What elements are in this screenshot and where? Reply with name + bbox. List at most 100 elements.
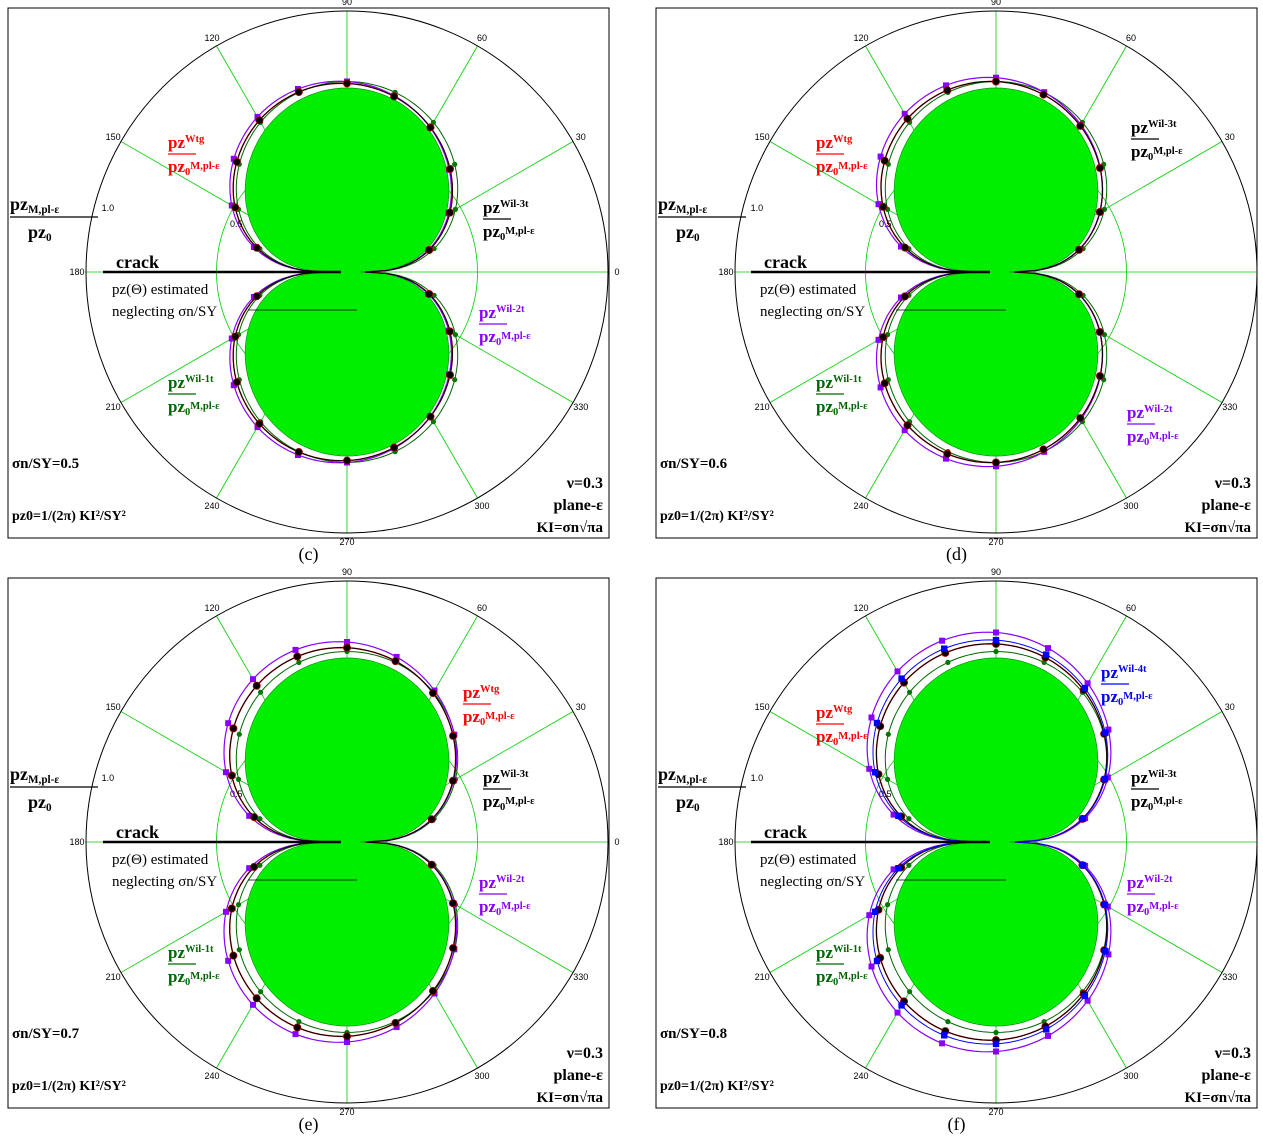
legend-wil1t: pzWil-1t <box>816 943 862 962</box>
angle-tick-label: 90 <box>342 0 352 7</box>
series-point <box>344 639 350 645</box>
series-point <box>945 1019 951 1025</box>
legend-wtg: pzWtg <box>463 683 500 702</box>
angle-tick-label: 60 <box>477 33 487 43</box>
series-point <box>252 681 261 690</box>
series-point <box>903 114 912 123</box>
legend-wil1t-denominator: pz0M,pl-ε <box>168 397 220 418</box>
legend-wtg-denominator: pz0M,pl-ε <box>816 157 868 178</box>
angle-tick-label: 240 <box>204 1071 219 1081</box>
series-point <box>230 382 237 389</box>
series-point <box>452 332 458 338</box>
series-point <box>231 332 240 341</box>
series-point <box>906 816 912 822</box>
series-point <box>428 689 437 698</box>
series-point <box>445 164 454 173</box>
legend-wil2t-denominator: pz0M,pl-ε <box>1127 897 1179 918</box>
angle-tick-label: 210 <box>106 972 121 982</box>
series-point <box>885 731 891 737</box>
nu-label: ν=0.3 <box>566 1045 603 1062</box>
legend-wil2t-denominator: pz0M,pl-ε <box>479 897 531 918</box>
series-point <box>246 865 253 872</box>
series-point <box>223 908 229 915</box>
sigma-ratio-label: σn/SY=0.5 <box>12 456 79 472</box>
panel-caption: (d) <box>946 544 967 565</box>
angle-tick-label: 30 <box>576 132 586 142</box>
crack-label: crack <box>764 822 807 842</box>
series-point <box>229 724 238 733</box>
series-point <box>232 157 241 166</box>
pz0-formula: pz0=1/(2π) KI²/SY² <box>660 509 774 524</box>
angle-tick-label: 60 <box>1126 603 1136 613</box>
series-point <box>1102 948 1109 955</box>
series-point <box>427 815 436 824</box>
angle-tick-label: 0 <box>614 837 619 847</box>
series-point <box>1076 121 1085 130</box>
series-point <box>880 156 889 165</box>
series-point <box>427 860 436 869</box>
legend-wil3t-denominator: pz0M,pl-ε <box>483 792 535 813</box>
series-point <box>258 689 264 695</box>
series-point <box>452 377 458 383</box>
radial-tick-label: 1.0 <box>102 773 115 783</box>
plane-label: plane-ε <box>553 497 603 514</box>
series-point <box>257 816 263 822</box>
series-point <box>246 812 253 819</box>
angle-tick-label: 120 <box>204 603 219 613</box>
series-point <box>873 957 881 965</box>
series-point <box>895 812 902 819</box>
ki-label: KI=σn√πa <box>1184 520 1251 536</box>
pz0-label: pz0 <box>28 222 52 244</box>
grid-circle-outer <box>734 10 1258 534</box>
series-point <box>1039 445 1048 454</box>
pz0-formula: pz0=1/(2π) KI²/SY² <box>12 1079 126 1094</box>
series-point <box>257 862 263 868</box>
series-point <box>294 447 303 456</box>
sigma-ratio-label: σn/SY=0.7 <box>12 1026 80 1042</box>
angle-tick-label: 270 <box>339 537 354 547</box>
series-point <box>448 776 457 785</box>
series-point <box>1101 775 1109 783</box>
legend-wil1t-denominator: pz0M,pl-ε <box>816 967 868 988</box>
series-point <box>1079 862 1087 869</box>
angle-tick-label: 120 <box>204 33 219 43</box>
panel-caption: (c) <box>299 544 319 565</box>
series-point <box>873 719 881 727</box>
series-point <box>255 116 264 125</box>
radial-tick-label: 0.5 <box>230 219 243 229</box>
series-point <box>866 765 873 772</box>
series-point <box>292 646 299 653</box>
angle-tick-label: 180 <box>718 267 733 277</box>
series-point <box>885 776 891 783</box>
series-point <box>342 456 351 465</box>
sigma-ratio-label: σn/SY=0.6 <box>660 456 728 472</box>
nu-label: ν=0.3 <box>1214 1045 1251 1062</box>
series-point <box>342 643 351 652</box>
legend-wil3t: pzWil-3t <box>1131 118 1177 137</box>
angle-tick-label: 210 <box>755 402 770 412</box>
angle-tick-label: 270 <box>988 1107 1003 1117</box>
angle-tick-label: 180 <box>69 837 84 847</box>
series-point <box>1081 992 1089 1000</box>
angle-tick-label: 300 <box>1123 1071 1138 1081</box>
pz0-formula: pz0=1/(2π) KI²/SY² <box>660 1079 774 1094</box>
series-point <box>296 1019 302 1025</box>
angle-tick-label: 240 <box>853 501 868 511</box>
legend-wil3t-denominator: pz0M,pl-ε <box>1131 792 1183 813</box>
legend-wil3t: pzWil-3t <box>483 768 529 787</box>
series-point <box>293 1023 302 1032</box>
estimate-label-1: pz(Θ) estimated <box>760 282 857 298</box>
series-point <box>236 776 242 783</box>
series-point <box>992 636 1000 644</box>
angle-tick-label: 240 <box>204 501 219 511</box>
series-point <box>1076 414 1085 423</box>
pzM-label: pzM,pl-ε <box>658 764 707 786</box>
pz0-label: pz0 <box>28 792 52 814</box>
pz0-label: pz0 <box>676 792 700 814</box>
series-point <box>390 92 399 101</box>
series-point <box>903 421 912 430</box>
series-point <box>890 866 897 873</box>
radial-tick-label: 0.5 <box>230 789 243 799</box>
series-point <box>993 648 999 655</box>
